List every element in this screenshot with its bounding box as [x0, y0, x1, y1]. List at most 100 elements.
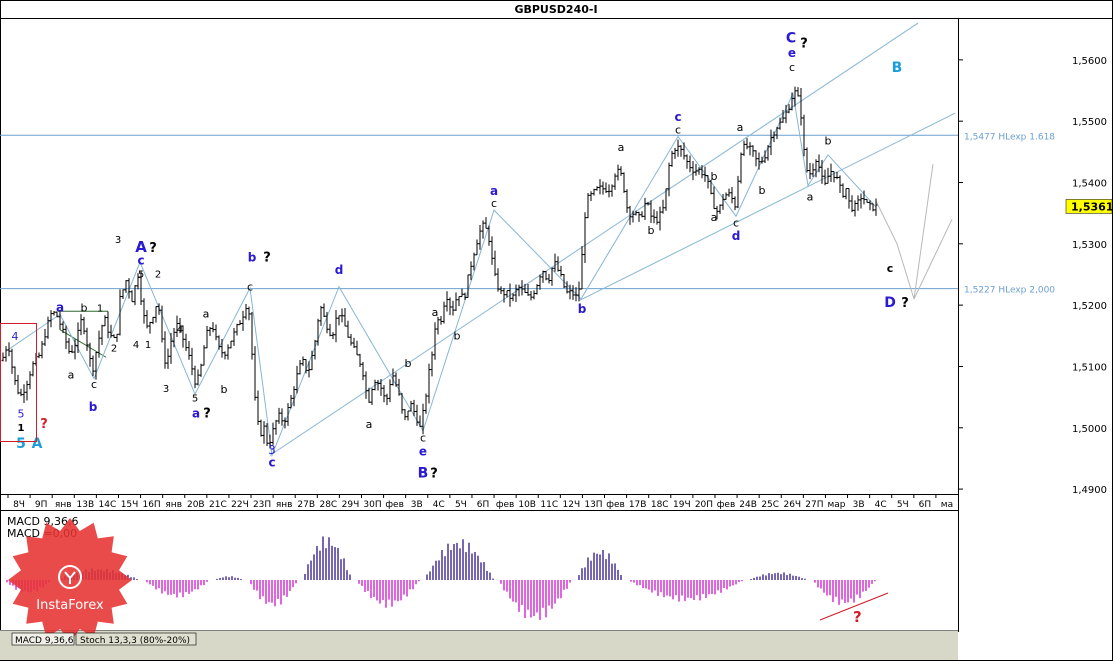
price-bar — [559, 265, 563, 277]
price-bar — [859, 193, 863, 209]
price-bar — [781, 110, 785, 123]
price-bar — [841, 183, 845, 198]
price-bar — [295, 365, 299, 394]
price-bar — [121, 289, 125, 299]
price-bar — [619, 166, 623, 176]
price-bar — [130, 290, 134, 303]
price-bar — [520, 280, 524, 296]
macd-label: MACD 9,36,6 — [7, 515, 78, 528]
wave-label: b — [221, 383, 228, 396]
wave-label: B — [892, 60, 903, 76]
wave-label: 4 — [133, 340, 139, 351]
wave-label: a — [711, 211, 718, 224]
wave-label: d — [335, 263, 344, 277]
price-bar — [322, 303, 326, 318]
price-bar — [433, 322, 437, 360]
price-bar — [373, 379, 377, 391]
x-tick-label: 13П — [584, 500, 602, 510]
price-bar — [820, 160, 824, 184]
price-bar — [40, 340, 44, 359]
wave-label: a — [203, 307, 210, 320]
indicator-tabs: MACD 9,36,6 Stoch 13,3,3 (80%-20%) — [11, 632, 197, 646]
price-bar — [55, 311, 59, 318]
price-bar — [514, 284, 518, 303]
price-bar — [790, 92, 794, 111]
price-bar — [823, 169, 827, 186]
wave-label: c — [91, 378, 97, 391]
x-tick-label: 6П — [919, 500, 932, 510]
wave-label: c — [137, 254, 144, 268]
price-bar — [436, 316, 440, 335]
price-bar — [493, 250, 497, 277]
x-tick-label: 29Ч — [342, 500, 360, 510]
price-bar — [163, 331, 167, 369]
price-bar — [553, 253, 557, 272]
wave-label: b — [81, 301, 88, 314]
tab-stoch-label: Stoch 13,3,3 (80%-20%) — [80, 636, 190, 646]
price-bar — [403, 409, 407, 421]
price-bar — [211, 322, 215, 333]
wave-label: ? — [901, 296, 909, 311]
x-tick-label: 27В — [297, 500, 315, 510]
price-bar — [415, 404, 419, 426]
price-bar — [286, 403, 290, 426]
price-bar — [628, 205, 632, 225]
tab-macd[interactable] — [11, 632, 75, 646]
price-bar — [541, 270, 545, 283]
price-bar — [97, 330, 101, 358]
price-bar — [622, 172, 626, 193]
x-tick-label: 20В — [187, 500, 205, 510]
wave-label: b — [454, 329, 461, 342]
price-bar — [196, 369, 200, 386]
price-bar — [364, 371, 368, 399]
price-bar — [379, 379, 383, 396]
wave-label: B — [418, 465, 429, 481]
price-bar — [466, 274, 470, 298]
price-bar — [505, 290, 509, 298]
price-bar — [868, 200, 872, 211]
price-bar — [460, 288, 464, 298]
price-bar — [565, 281, 569, 294]
price-bar — [661, 199, 665, 214]
price-bar — [358, 353, 362, 368]
time-axis: 8Ч 9П янв 13В 14С 15Ч 16П янв 20В 21С 22Ч 23П янв 27В… — [7, 494, 953, 510]
price-bar — [325, 312, 329, 334]
price-bar — [28, 371, 32, 390]
price-bar — [49, 310, 53, 328]
price-bar — [406, 410, 410, 421]
wave-label: b — [648, 224, 655, 237]
level-label: 1,5227 HLexp 2,000 — [964, 286, 1055, 296]
price-bar — [724, 192, 728, 200]
price-bar — [517, 284, 521, 297]
price-bar — [235, 323, 239, 336]
price-bar — [19, 388, 23, 397]
price-bar — [490, 236, 494, 265]
price-bar — [802, 114, 806, 157]
price-bar — [76, 322, 80, 354]
price-bar — [4, 346, 8, 362]
price-bar — [832, 171, 836, 183]
price-bar — [589, 191, 593, 201]
price-bar — [115, 333, 119, 343]
highlight-box — [0, 323, 37, 442]
price-bar — [10, 348, 14, 374]
y-tick-label: 1,5400 — [1072, 178, 1107, 189]
price-bar — [190, 347, 194, 376]
wave-label: ? — [800, 37, 808, 52]
price-bar — [586, 193, 590, 219]
y-tick-label: 1,5600 — [1072, 56, 1107, 67]
x-tick-label: 22Ч — [231, 500, 249, 510]
tab-stoch[interactable] — [75, 632, 197, 646]
price-bar — [367, 387, 371, 403]
price-bar — [547, 273, 551, 284]
wave-label: e — [419, 444, 427, 458]
price-bar — [478, 225, 482, 250]
price-bar — [223, 351, 227, 360]
price-bar — [154, 306, 158, 323]
price-bar — [451, 300, 455, 316]
price-bar — [142, 298, 146, 324]
x-tick-label: 3В — [411, 500, 423, 510]
price-bar — [829, 163, 833, 182]
price-bar — [655, 211, 659, 225]
